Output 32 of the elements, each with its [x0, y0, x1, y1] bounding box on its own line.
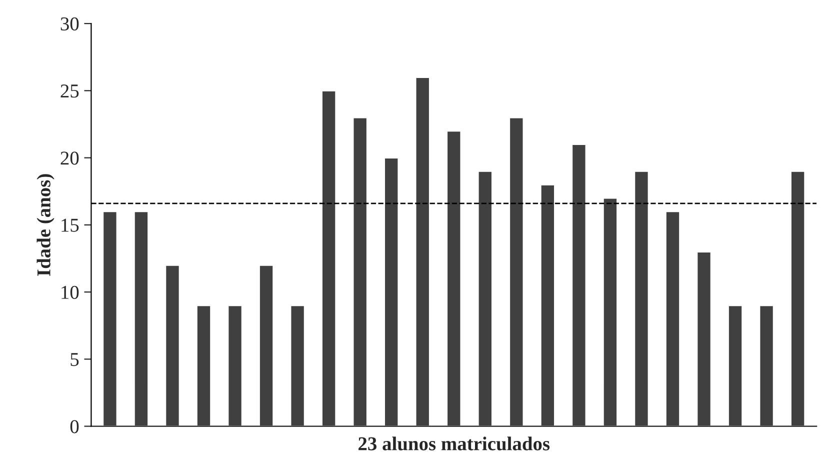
- bar: [352, 116, 368, 426]
- bar: [446, 130, 462, 426]
- bar: [227, 304, 243, 426]
- bar: [790, 170, 806, 426]
- bar: [728, 304, 744, 426]
- bar: [258, 264, 274, 426]
- y-tick-label: 20: [60, 152, 79, 165]
- bar: [665, 210, 680, 426]
- bar: [602, 197, 618, 426]
- bar: [384, 157, 400, 426]
- y-tick-label: 0: [70, 420, 79, 434]
- bar: [634, 170, 650, 426]
- bar: [321, 90, 337, 426]
- bar: [758, 304, 774, 426]
- y-tick-label: 10: [62, 286, 79, 299]
- x-axis-title: 23 alunos matriculados: [358, 436, 550, 450]
- bar: [571, 144, 587, 426]
- bar: [540, 184, 556, 426]
- y-tick-label: 5: [70, 353, 79, 366]
- y-axis-title: Idade (anos): [36, 174, 54, 276]
- bar: [196, 304, 212, 426]
- y-tick-label: 30: [60, 17, 79, 30]
- bar: [290, 304, 306, 426]
- bar: [508, 116, 524, 426]
- bar: [477, 170, 493, 426]
- y-tick-label: 15: [62, 218, 79, 232]
- bar: [102, 210, 118, 426]
- bar: [164, 264, 180, 426]
- bar: [133, 210, 149, 426]
- bar: [414, 76, 430, 426]
- y-tick-label: 25: [60, 84, 79, 98]
- bar: [696, 251, 712, 426]
